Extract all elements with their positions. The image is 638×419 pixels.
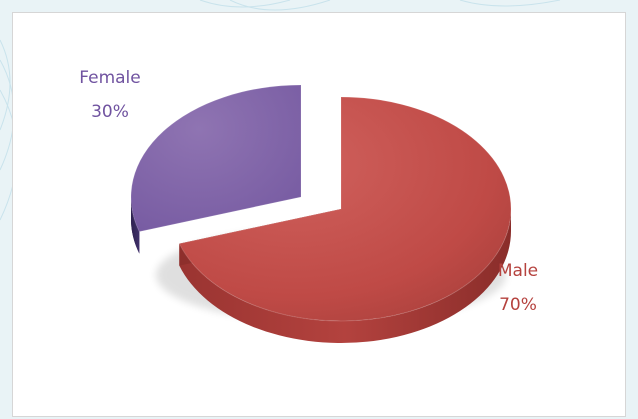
slice-label-female-name: Female: [79, 68, 140, 88]
chart-panel: Female 30% Male 70%: [12, 12, 626, 417]
slice-label-male-percent: 70%: [499, 295, 537, 315]
slice-label-male-name: Male: [498, 261, 538, 281]
slice-label-female-percent: 30%: [91, 102, 129, 122]
pie-chart: Female 30% Male 70%: [79, 68, 538, 344]
pie-slice-male: [178, 96, 512, 322]
pie-slice-female-side: [131, 197, 140, 254]
pie-slice-male-side: [179, 209, 512, 344]
pie-slice-female: [130, 84, 302, 233]
